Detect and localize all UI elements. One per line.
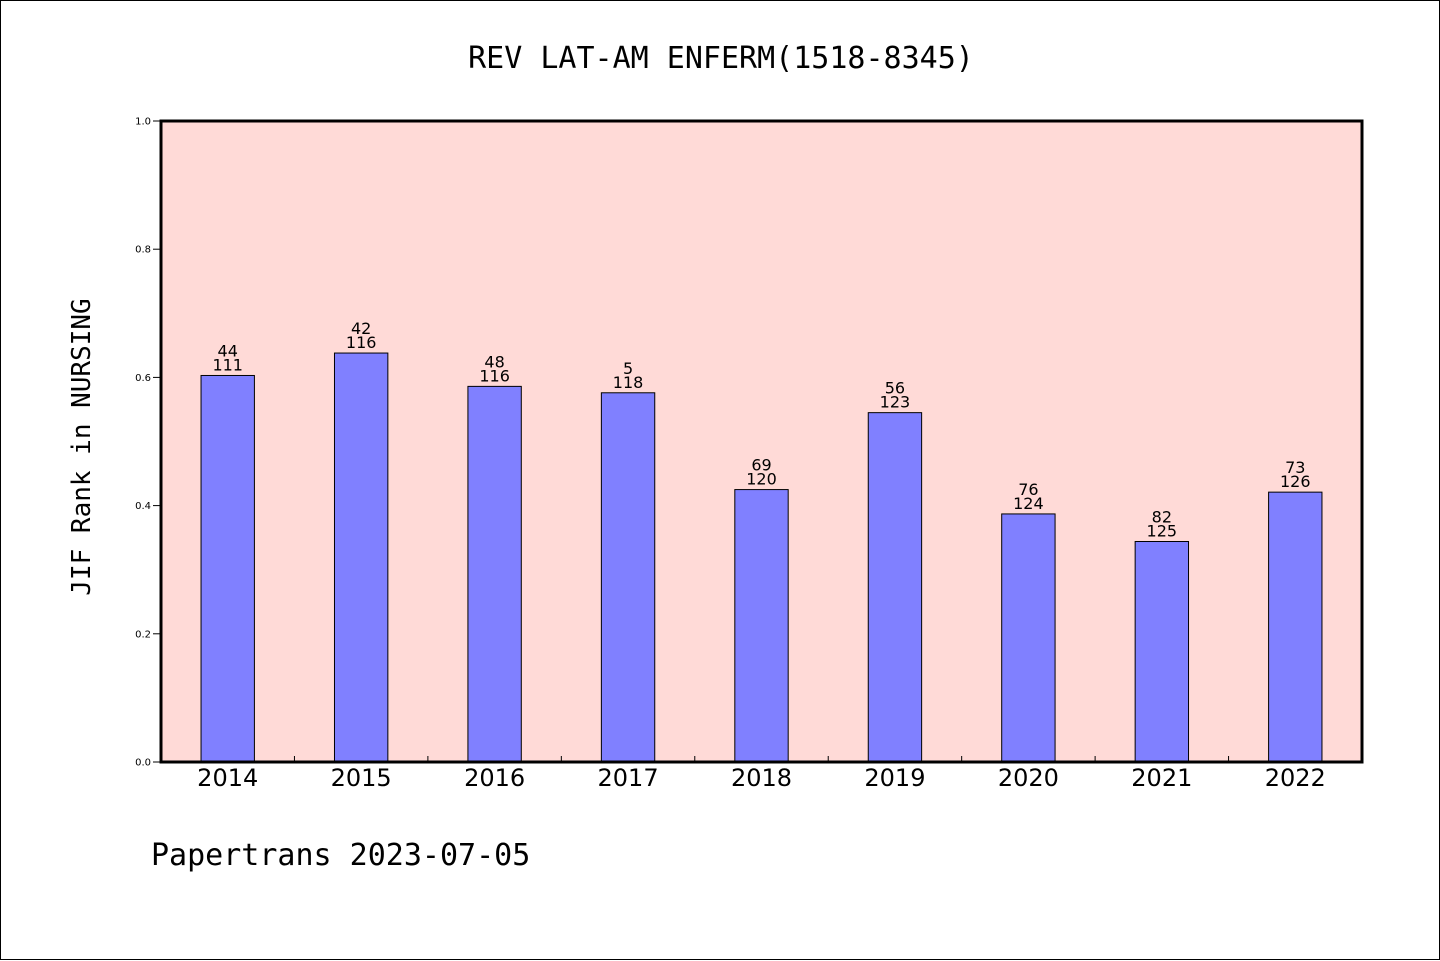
- total-label-2014: 111: [212, 355, 243, 374]
- footer-credit: Papertrans 2023-07-05: [151, 838, 530, 873]
- rank-label-2015: 42: [351, 319, 371, 338]
- bar-2022: [1268, 491, 1323, 763]
- y-axis-label: JIF Rank in NURSING: [67, 298, 97, 595]
- x-tick-label-2017: 2017: [598, 764, 659, 792]
- total-label-2016: 116: [479, 366, 510, 385]
- rank-label-2018: 69: [751, 456, 771, 475]
- bar-2021: [1134, 540, 1190, 763]
- bar-2019: [867, 412, 923, 763]
- x-tick-label-2021: 2021: [1131, 764, 1192, 792]
- x-tick-label-2020: 2020: [998, 764, 1059, 792]
- bar-2017: [600, 392, 656, 763]
- x-tick-label-2019: 2019: [864, 764, 925, 792]
- x-tick-label-2016: 2016: [464, 764, 525, 792]
- x-tick-label-2014: 2014: [197, 764, 258, 792]
- total-label-2017: 118: [613, 373, 644, 392]
- x-tick-label-2022: 2022: [1265, 764, 1326, 792]
- bar-2018: [734, 489, 789, 763]
- y-tick-label: 0.4: [135, 501, 151, 512]
- y-tick-label: 0.0: [135, 758, 151, 769]
- rank-label-2014: 44: [218, 341, 238, 360]
- total-label-2018: 120: [746, 470, 777, 489]
- chart-title: REV LAT-AM ENFERM(1518-8345): [468, 41, 974, 76]
- rank-label-2017: 5: [623, 359, 633, 378]
- bar-2020: [1001, 513, 1056, 763]
- rank-label-2016: 48: [484, 352, 504, 371]
- bar-2015: [333, 352, 389, 763]
- y-tick-label: 0.8: [135, 245, 151, 256]
- bar-2014: [200, 374, 255, 763]
- rank-label-2020: 76: [1018, 480, 1038, 499]
- total-label-2019: 123: [880, 393, 911, 412]
- axis-ticks: 0.0 0.2 0.4 0.6 0.8 1.0 2014 2015 2016 2017 2018 20…: [135, 117, 1326, 793]
- rank-label-2021: 82: [1152, 507, 1172, 526]
- rank-label-2019: 56: [885, 379, 905, 398]
- total-label-2022: 126: [1280, 472, 1311, 491]
- x-tick-label-2015: 2015: [331, 764, 392, 792]
- bars: [200, 352, 1323, 763]
- plot-border: [159, 119, 1364, 764]
- total-label-2020: 124: [1013, 494, 1044, 513]
- y-tick-label: 1.0: [135, 117, 151, 128]
- x-tick-label-2018: 2018: [731, 764, 792, 792]
- y-tick-label: 0.2: [135, 629, 151, 640]
- rank-label-2022: 73: [1285, 458, 1305, 477]
- total-label-2021: 125: [1147, 521, 1178, 540]
- total-label-2015: 116: [346, 333, 377, 352]
- y-tick-label: 0.6: [135, 373, 151, 384]
- bar-2016: [467, 385, 522, 763]
